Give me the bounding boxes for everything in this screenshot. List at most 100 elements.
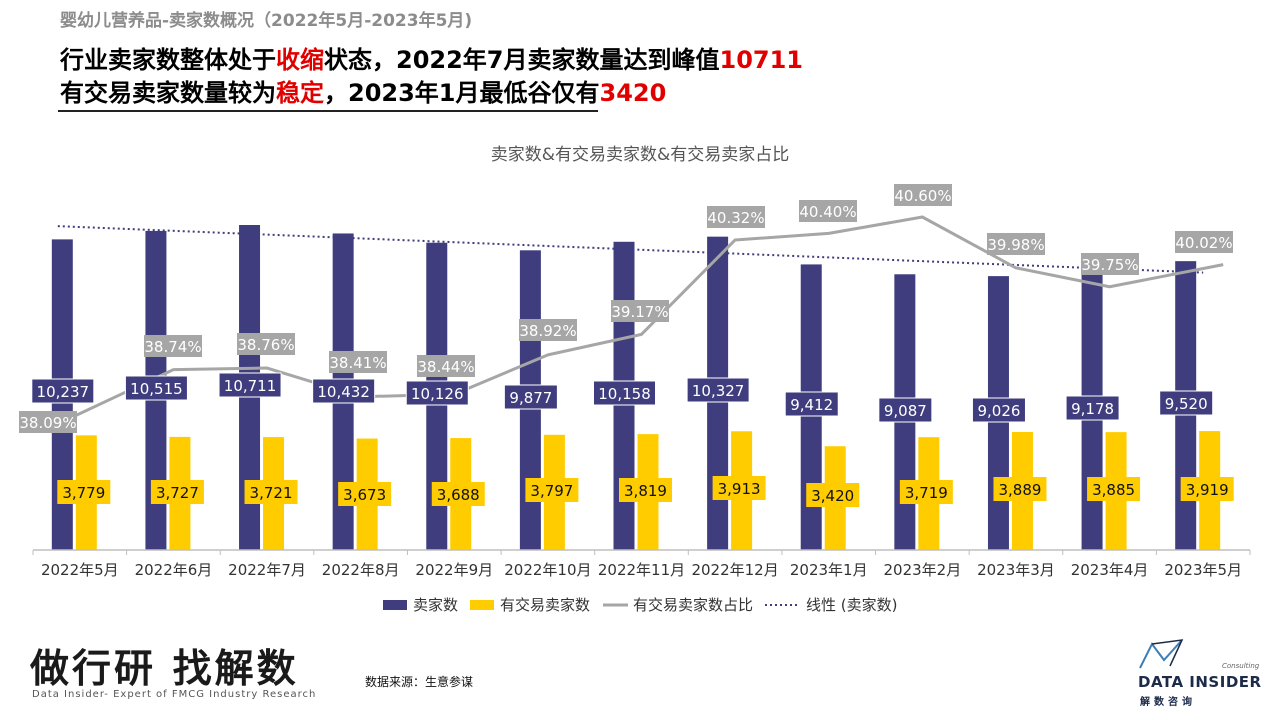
seller-label-box: [1065, 395, 1120, 421]
seller-data-label: 10,237: [37, 383, 90, 401]
seller-data-label: 10,515: [130, 380, 183, 398]
seller-label-box: [312, 378, 376, 404]
headline-2-text-a: 有交易卖家数量较为: [60, 79, 276, 107]
ratio-data-label: 38.09%: [19, 414, 76, 432]
active-seller-data-label: 3,721: [250, 484, 293, 502]
x-tick-label: 2022年9月: [415, 561, 493, 579]
legend-swatch-sellers: [383, 600, 407, 610]
active-seller-label-box: [899, 480, 953, 504]
seller-data-label: 9,087: [884, 402, 927, 420]
data-source: 数据来源：生意参谋: [365, 675, 474, 689]
legend-label-trend: 线性 (卖家数): [806, 596, 897, 614]
seller-data-label: 9,877: [509, 389, 552, 407]
active-seller-data-label: 3,819: [624, 482, 667, 500]
active-seller-data-label: 3,919: [1186, 481, 1229, 499]
seller-data-label: 10,158: [598, 385, 651, 403]
ratio-data-label: 38.76%: [237, 336, 294, 354]
seller-label-box: [878, 397, 933, 423]
ratio-label-box: [707, 206, 765, 228]
legend-label-ratio: 有交易卖家数占比: [633, 596, 753, 614]
ratio-data-label: 38.44%: [417, 358, 474, 376]
headline-1-highlight-a: 收缩: [276, 46, 324, 74]
seller-label-box: [593, 380, 656, 406]
active-seller-label-box: [1087, 477, 1141, 501]
legend-label-active: 有交易卖家数: [500, 596, 590, 614]
x-tick-label: 2023年5月: [1164, 561, 1242, 579]
headline-2-highlight-a: 稳定: [276, 79, 324, 107]
headline-1-text-a: 行业卖家数整体处于: [60, 46, 276, 74]
chart: 卖家数&有交易卖家数&有交易卖家占比 2022年5月 2022年6月 2022年7月 2…: [19, 145, 1251, 614]
x-tick-label: 2023年4月: [1071, 561, 1149, 579]
x-tick-label: 2022年11月: [598, 561, 685, 579]
ratio-data-label: 40.02%: [1175, 234, 1232, 252]
x-tick-label: 2022年8月: [322, 561, 400, 579]
ratio-data-label: 40.32%: [707, 209, 764, 227]
ratio-label-box: [1175, 231, 1233, 253]
x-tick-label: 2022年6月: [135, 561, 213, 579]
ratio-data-label: 39.98%: [987, 236, 1044, 254]
active-seller-data-label: 3,420: [811, 487, 854, 505]
x-tick-label: 2023年2月: [883, 561, 961, 579]
headline-2-text-b: ，2023年1月最低谷仅有: [324, 79, 600, 107]
ratio-label-box: [799, 200, 857, 222]
logo-name: DATA INSIDER: [1138, 673, 1262, 691]
ratio-label-box: [417, 355, 475, 377]
seller-data-label: 9,178: [1071, 400, 1114, 418]
headline-line-1: 行业卖家数整体处于收缩状态，2022年7月卖家数量达到峰值10711: [60, 40, 803, 75]
x-tick-label: 2022年5月: [41, 561, 119, 579]
active-seller-label-box: [1180, 477, 1234, 501]
chart-title: 卖家数&有交易卖家数&有交易卖家占比: [491, 145, 790, 165]
headline-1-text-b: 状态，2022年7月卖家数量达到峰值: [324, 46, 720, 74]
active-seller-label-box: [338, 482, 392, 506]
active-seller-label-box: [150, 480, 204, 504]
seller-data-label: 10,126: [411, 385, 464, 403]
seller-label-box: [971, 397, 1026, 423]
page-subtitle: 婴幼儿营养品-卖家数概况（2022年5月-2023年5月): [60, 11, 473, 31]
logo-cn: 解数咨询: [1140, 697, 1196, 708]
active-seller-data-label: 3,727: [156, 484, 199, 502]
seller-label-box: [503, 384, 558, 410]
seller-data-label: 9,026: [977, 402, 1020, 420]
seller-data-label: 10,432: [317, 383, 370, 401]
active-seller-label-box: [993, 477, 1047, 501]
seller-data-label: 10,327: [692, 382, 745, 400]
headline-1-highlight-b: 10711: [719, 46, 804, 74]
headline-line-2: 有交易卖家数量较为稳定，2023年1月最低谷仅有3420: [60, 73, 666, 108]
ratio-line: [59, 215, 1224, 425]
seller-label-box: [124, 375, 188, 401]
ratio-label-box: [894, 184, 952, 206]
active-seller-label-box: [431, 482, 485, 506]
ratio-data-label: 40.60%: [894, 187, 951, 205]
ratio-data-label: 39.17%: [611, 303, 668, 321]
ratio-label-box: [144, 335, 202, 357]
seller-data-label: 9,412: [790, 396, 833, 414]
active-seller-label-box: [619, 478, 672, 502]
header-underline: [58, 110, 598, 112]
ratio-data-label: 38.74%: [144, 338, 201, 356]
x-tick-label: 2022年7月: [228, 561, 306, 579]
headline-2-highlight-b: 3420: [599, 79, 667, 107]
ratio-data-label: 38.92%: [519, 322, 576, 340]
ratio-label-box: [1081, 253, 1139, 275]
active-seller-data-label: 3,889: [998, 481, 1041, 499]
ratio-data-label: 39.75%: [1081, 256, 1138, 274]
ratio-label-box: [237, 333, 295, 355]
x-tick-label: 2023年3月: [977, 561, 1055, 579]
ratio-label-box: [987, 233, 1045, 255]
active-seller-data-label: 3,913: [718, 480, 761, 498]
seller-label-box: [1159, 390, 1214, 416]
seller-data-label: 10,711: [224, 377, 277, 395]
active-seller-data-label: 3,688: [437, 486, 480, 504]
active-seller-label-box: [244, 480, 298, 504]
ratio-data-label: 40.40%: [799, 203, 856, 221]
x-tick-label: 2022年12月: [691, 561, 778, 579]
x-tick-label: 2022年10月: [504, 561, 591, 579]
active-seller-label-box: [525, 478, 579, 502]
active-seller-data-label: 3,779: [62, 484, 105, 502]
data-insider-logo: Consulting DATA INSIDER 解数咨询: [1138, 638, 1263, 710]
ratio-label-box: [19, 411, 77, 433]
ratio-label-box: [519, 319, 577, 341]
active-seller-label-box: [57, 480, 111, 504]
seller-label-box: [686, 377, 750, 403]
active-seller-data-label: 3,797: [530, 482, 573, 500]
